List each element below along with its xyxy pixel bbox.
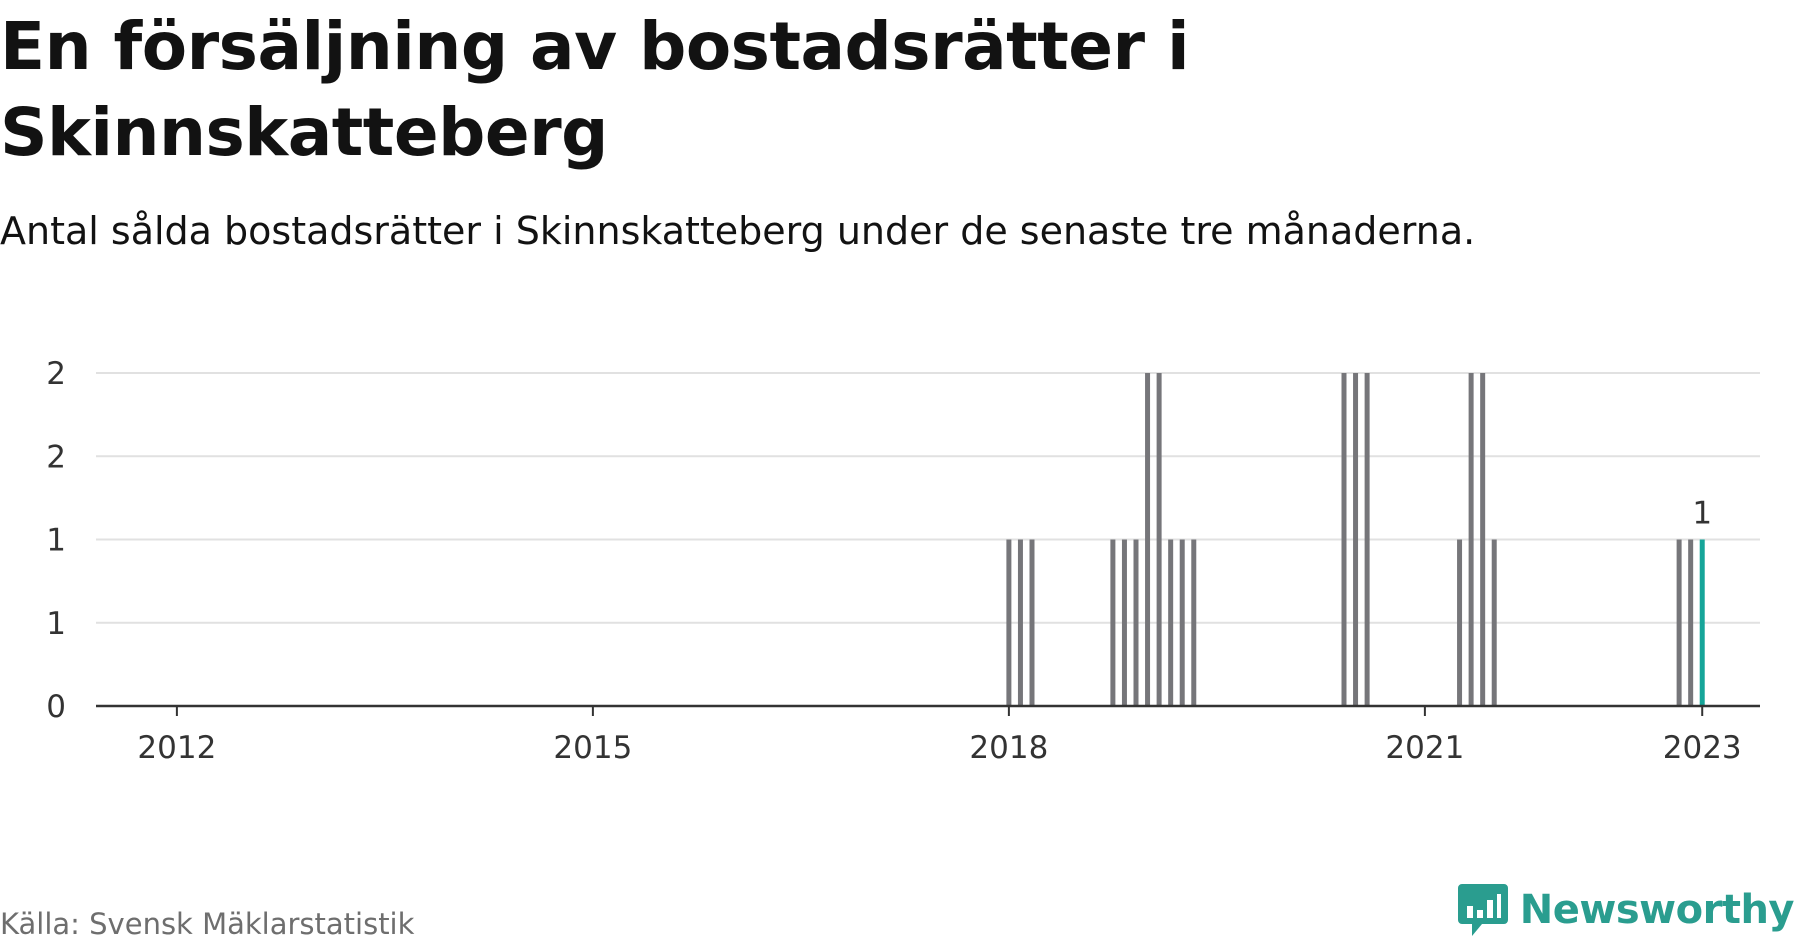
bar	[1110, 539, 1116, 706]
bar	[1029, 539, 1035, 706]
bar	[1468, 373, 1474, 706]
bar	[1006, 539, 1012, 706]
x-tick-label: 2015	[553, 730, 632, 766]
y-tick-label: 1	[46, 606, 66, 642]
brand-name: Newsworthy	[1519, 887, 1795, 933]
bar	[1457, 539, 1463, 706]
y-tick-label: 2	[46, 439, 66, 475]
x-tick-label: 2023	[1663, 730, 1742, 766]
bar-chart: 0 1 1 2 2 2012 2015 2018 2021 2023 1	[46, 356, 1760, 766]
bar	[1145, 373, 1151, 706]
gridlines	[96, 372, 1760, 624]
highlight-value-label: 1	[1692, 496, 1712, 532]
newsworthy-logo-icon	[1457, 884, 1508, 936]
x-axis-ticks: 2012 2015 2018 2021 2023	[137, 706, 1742, 766]
bar	[1341, 373, 1347, 706]
bar	[1353, 373, 1359, 706]
bar	[1676, 539, 1682, 706]
chart-title: En försäljning av bostadsrätter i Skinns…	[0, 8, 1190, 171]
bar	[1179, 539, 1185, 706]
brand-logo: Newsworthy	[1457, 884, 1795, 936]
x-tick-label: 2018	[969, 730, 1048, 766]
bar	[1121, 539, 1127, 706]
bar	[1480, 373, 1486, 706]
data-labels: 1	[1692, 496, 1712, 532]
highlight-bar	[1699, 539, 1705, 706]
y-tick-label: 0	[46, 689, 66, 725]
bars	[1006, 373, 1705, 706]
bar	[1364, 373, 1370, 706]
y-tick-label: 1	[46, 523, 66, 559]
bar	[1491, 539, 1497, 706]
bar	[1191, 539, 1197, 706]
chart-subtitle: Antal sålda bostadsrätter i Skinnskatteb…	[0, 209, 1476, 253]
bar	[1017, 539, 1023, 706]
bar	[1688, 539, 1694, 706]
bar	[1168, 539, 1174, 706]
bar	[1133, 539, 1139, 706]
bar	[1156, 373, 1162, 706]
y-axis-ticks: 0 1 1 2 2	[46, 356, 66, 725]
x-tick-label: 2021	[1385, 730, 1464, 766]
x-tick-label: 2012	[137, 730, 216, 766]
y-tick-label: 2	[46, 356, 66, 392]
source-note: Källa: Svensk Mäklarstatistik	[0, 907, 415, 941]
